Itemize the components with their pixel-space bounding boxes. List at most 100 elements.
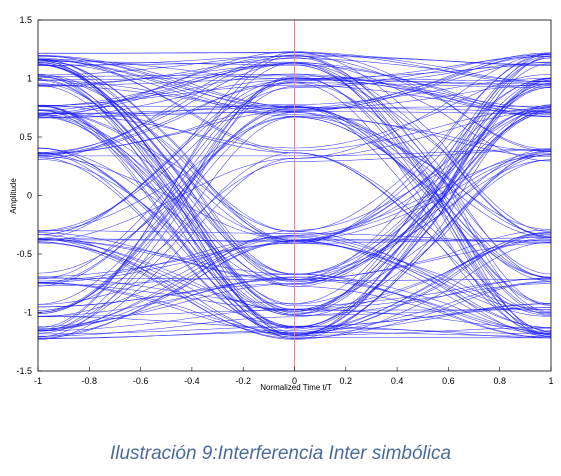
eye-trace [294, 273, 552, 338]
eye-trace [38, 105, 295, 108]
eye-trace [38, 78, 295, 86]
eye-trace [294, 309, 551, 311]
eye-trace [37, 114, 295, 240]
eye-trace [294, 56, 552, 150]
x-tick-label: -1 [34, 376, 42, 386]
eye-trace [37, 155, 295, 241]
eye-trace [37, 106, 295, 155]
eye-trace [294, 54, 552, 232]
eye-trace [294, 238, 551, 241]
eye-trace [294, 78, 552, 312]
x-tick-label: -0.2 [235, 376, 251, 386]
eye-trace [294, 55, 552, 315]
eye-trace [294, 52, 552, 85]
eye-trace [37, 79, 295, 110]
y-axis-label: Amplitude [9, 178, 18, 214]
eye-trace [294, 149, 551, 162]
eye-trace [294, 278, 552, 332]
eye-trace [294, 81, 552, 275]
eye-trace [38, 279, 295, 308]
eye-trace [37, 73, 295, 305]
eye-trace [294, 56, 552, 335]
eye-trace [37, 59, 295, 241]
eye-trace [294, 62, 552, 238]
eye-trace [37, 58, 295, 280]
eye-trace [38, 64, 295, 85]
eye-trace [294, 242, 552, 311]
eye-trace [294, 56, 552, 82]
eye-trace [37, 116, 295, 285]
eye-traces [37, 51, 552, 340]
eye-trace [38, 63, 295, 115]
eye-trace [294, 52, 552, 244]
eye-trace [294, 77, 552, 118]
eye-trace [294, 109, 552, 328]
eye-trace [294, 106, 552, 278]
eye-trace [294, 106, 552, 332]
eye-trace [37, 276, 295, 330]
eye-trace [294, 54, 552, 112]
eye-trace [37, 104, 295, 154]
eye-trace [294, 61, 552, 162]
eye-trace [37, 62, 295, 153]
eye-trace [294, 235, 552, 313]
eye-trace [294, 52, 552, 233]
eye-trace [294, 242, 551, 280]
eye-trace [37, 82, 295, 155]
eye-trace [294, 61, 552, 112]
eye-trace [294, 57, 552, 279]
eye-trace [294, 64, 551, 79]
eye-trace [294, 151, 552, 338]
eye-trace [37, 277, 295, 317]
y-tick-label: -1.5 [16, 366, 32, 376]
eye-trace [37, 240, 295, 337]
eye-trace [294, 107, 552, 275]
y-tick-label: 0.5 [19, 132, 32, 142]
eye-trace [38, 84, 295, 112]
eye-trace [294, 112, 552, 230]
eye-trace [37, 238, 295, 340]
x-tick-label: 0.6 [442, 376, 455, 386]
eye-trace [37, 104, 295, 274]
eye-trace [294, 152, 552, 315]
eye-trace [294, 286, 552, 339]
eye-trace [294, 63, 552, 306]
eye-trace [294, 63, 552, 311]
eye-trace [37, 241, 295, 338]
eye-trace [294, 240, 552, 334]
eye-trace [38, 61, 295, 66]
eye-trace [37, 64, 295, 283]
eye-trace [37, 59, 295, 108]
eye-trace [294, 106, 552, 231]
eye-trace [37, 110, 295, 310]
x-tick-label: 0.2 [340, 376, 353, 386]
eye-trace [37, 76, 295, 232]
eye-trace [294, 327, 551, 336]
eye-trace [294, 107, 552, 241]
eye-trace [294, 237, 551, 244]
eye-trace [37, 77, 295, 338]
eye-trace [294, 57, 552, 304]
eye-trace [38, 58, 295, 87]
eye-trace [38, 62, 295, 107]
eye-trace [38, 239, 295, 282]
y-tick-label: -0.5 [16, 249, 32, 259]
eye-trace [294, 109, 552, 241]
x-axis-label: Normalized Time t/T [260, 383, 332, 392]
eye-trace [37, 57, 295, 151]
eye-trace [294, 55, 552, 333]
eye-trace [37, 55, 295, 154]
eye-trace [294, 54, 552, 87]
x-tick-label: 0 [292, 376, 297, 386]
eye-trace [294, 82, 551, 88]
eye-trace [294, 148, 552, 275]
eye-trace [294, 64, 552, 316]
eye-trace [37, 147, 295, 328]
eye-trace [38, 58, 295, 80]
eye-trace [37, 62, 295, 275]
eye-trace [294, 55, 552, 109]
eye-trace [37, 76, 295, 310]
eye-trace [37, 87, 295, 231]
eye-trace [294, 331, 551, 337]
